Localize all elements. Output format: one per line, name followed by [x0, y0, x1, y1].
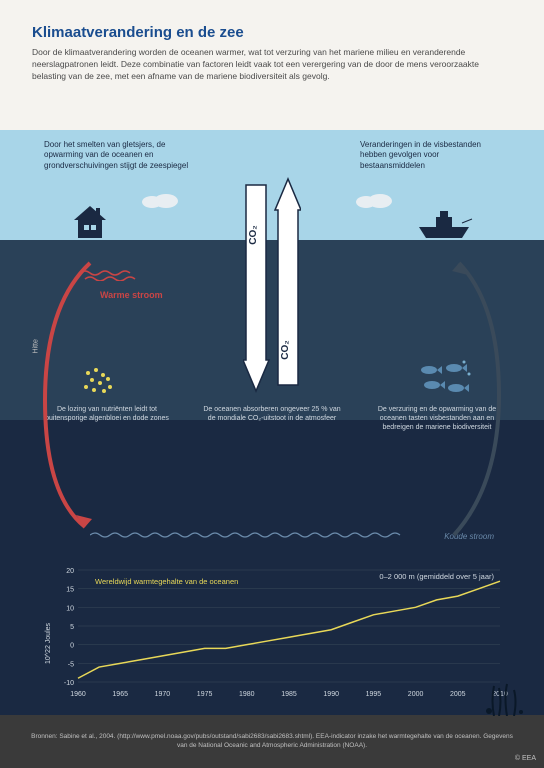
svg-text:0: 0 [70, 643, 74, 650]
page-subtitle: Door de klimaatverandering worden de oce… [32, 47, 512, 83]
svg-text:1985: 1985 [281, 691, 297, 698]
svg-text:1965: 1965 [112, 691, 128, 698]
algae-icon [78, 365, 118, 405]
footer-copyright: © EEA [515, 755, 536, 762]
svg-text:-5: -5 [68, 661, 74, 668]
co2-arrows: CO₂ CO₂ [243, 175, 301, 405]
fish-icon [414, 360, 474, 405]
svg-text:2000: 2000 [408, 691, 424, 698]
svg-text:1980: 1980 [239, 691, 255, 698]
sky-left-text: Door het smelten van gletsjers, de opwar… [44, 140, 204, 171]
svg-text:-10: -10 [64, 680, 74, 687]
svg-text:1970: 1970 [155, 691, 171, 698]
svg-text:10: 10 [66, 605, 74, 612]
page-title: Klimaatverandering en de zee [32, 24, 512, 41]
svg-text:1995: 1995 [366, 691, 382, 698]
house-icon [70, 200, 110, 245]
cold-waves-icon [90, 528, 410, 546]
svg-text:1960: 1960 [70, 691, 86, 698]
svg-text:15: 15 [66, 587, 74, 594]
cloud-icon [354, 192, 394, 213]
svg-text:5: 5 [70, 624, 74, 631]
footer-source: Bronnen: Sabine et al., 2004. (http://ww… [28, 733, 516, 750]
footer: Bronnen: Sabine et al., 2004. (http://ww… [0, 715, 544, 768]
svg-text:1975: 1975 [197, 691, 213, 698]
boat-icon [414, 205, 474, 245]
seaweed-icon [479, 676, 529, 716]
svg-text:2005: 2005 [450, 691, 466, 698]
line-chart: -10 -5 0 5 10 15 20 1960 1965 1970 1975 1980 1985 199… [50, 565, 514, 695]
svg-text:CO₂: CO₂ [248, 225, 259, 244]
svg-text:CO₂: CO₂ [280, 340, 291, 359]
svg-text:1990: 1990 [323, 691, 339, 698]
ocean-center-text: De oceanen absorberen ongeveer 25 % van … [202, 405, 342, 423]
svg-text:20: 20 [66, 568, 74, 575]
cloud-icon [140, 192, 180, 213]
sky-right-text: Veranderingen in de visbestanden hebben … [360, 140, 500, 171]
